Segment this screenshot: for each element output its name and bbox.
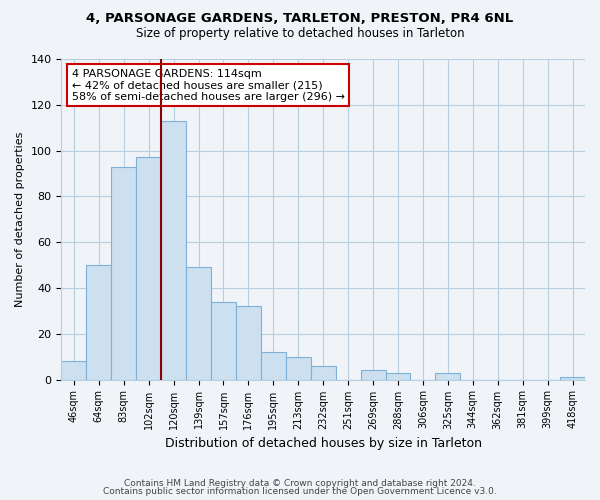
- Bar: [560, 378, 585, 380]
- Text: Contains HM Land Registry data © Crown copyright and database right 2024.: Contains HM Land Registry data © Crown c…: [124, 478, 476, 488]
- Bar: [261, 352, 286, 380]
- Text: Size of property relative to detached houses in Tarleton: Size of property relative to detached ho…: [136, 28, 464, 40]
- Bar: [436, 372, 460, 380]
- Text: Contains public sector information licensed under the Open Government Licence v3: Contains public sector information licen…: [103, 487, 497, 496]
- Bar: [161, 121, 186, 380]
- Bar: [361, 370, 386, 380]
- Bar: [236, 306, 261, 380]
- Text: 4 PARSONAGE GARDENS: 114sqm
← 42% of detached houses are smaller (215)
58% of se: 4 PARSONAGE GARDENS: 114sqm ← 42% of det…: [72, 68, 345, 102]
- Y-axis label: Number of detached properties: Number of detached properties: [15, 132, 25, 307]
- Text: 4, PARSONAGE GARDENS, TARLETON, PRESTON, PR4 6NL: 4, PARSONAGE GARDENS, TARLETON, PRESTON,…: [86, 12, 514, 26]
- Bar: [286, 356, 311, 380]
- Bar: [111, 166, 136, 380]
- Bar: [211, 302, 236, 380]
- X-axis label: Distribution of detached houses by size in Tarleton: Distribution of detached houses by size …: [165, 437, 482, 450]
- Bar: [186, 268, 211, 380]
- Bar: [61, 362, 86, 380]
- Bar: [311, 366, 335, 380]
- Bar: [86, 265, 111, 380]
- Bar: [136, 158, 161, 380]
- Bar: [386, 372, 410, 380]
